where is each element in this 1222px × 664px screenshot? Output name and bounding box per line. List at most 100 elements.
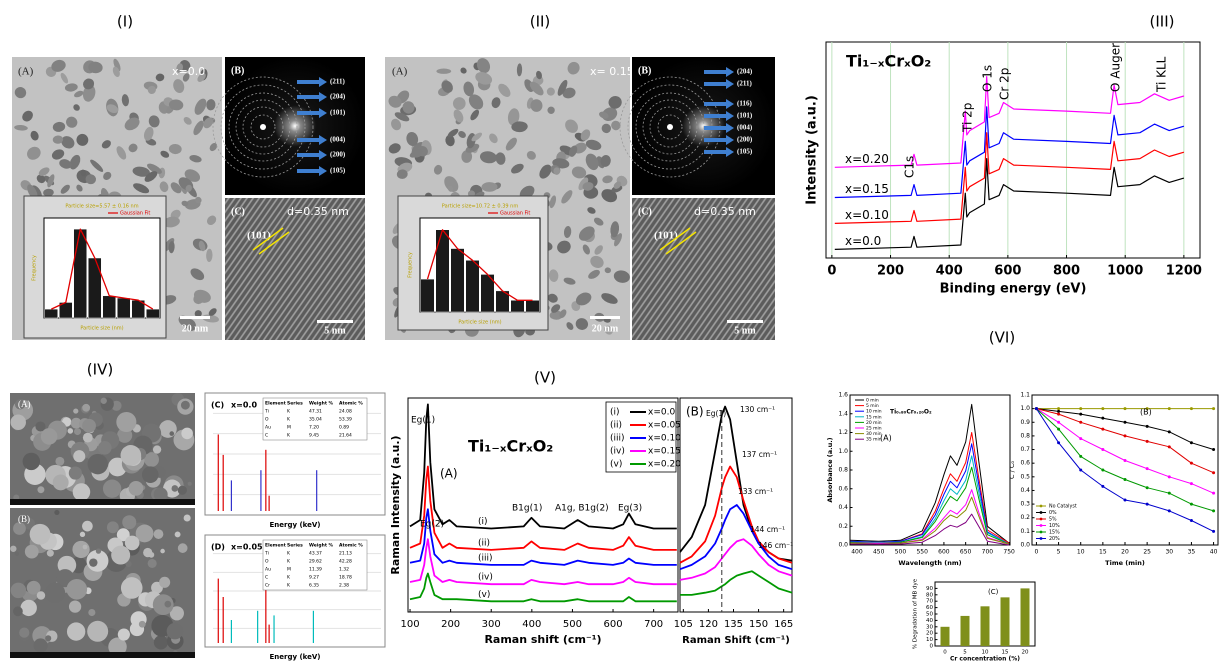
legend-label: x=0.05 [648,421,681,431]
legend-label: 30 min [866,431,882,437]
plot-area [826,42,1200,258]
label: 5 nm [324,325,346,336]
hrtem-image [632,198,775,340]
y-tick-label: 0.8 [838,467,848,474]
y-tick-label: 0 [930,644,934,650]
data-point [1079,437,1082,440]
y-tick-label: 1.1 [1020,392,1030,399]
label: 11.39 [309,567,322,573]
bar [1021,588,1030,646]
label: 43.37 [309,551,322,557]
grain [139,621,146,628]
grain [121,445,142,466]
arrow-shaft [297,138,319,142]
peak-annotation: Ti 2p [961,103,975,133]
bar [526,300,540,312]
x-tick-label: 35 [1188,549,1196,556]
label: Au [265,425,271,431]
panel-label: (A) [440,467,458,481]
bar [436,230,450,312]
arrow-shaft [297,169,319,173]
bar [88,258,101,318]
x-tick-label: 165 [774,619,793,630]
label: (C) [638,206,652,217]
grain [47,550,54,557]
bar [981,606,990,646]
label: O [265,559,269,565]
arrow-shaft [704,150,726,154]
series-label: x=0.20 [845,152,889,166]
grain [178,543,188,553]
label: (204) [330,93,346,101]
x-tick-label: 5 [1057,549,1061,556]
x-tick-label: 200 [877,264,904,279]
page-body: (I) (II) (III) (IV) (V) (VI) (A)x=0.020 … [0,0,1222,664]
bar [451,249,465,312]
legend-label: x=0.15 [648,447,681,457]
data-point [1212,448,1215,451]
data-point [1057,421,1060,424]
label: 21.64 [339,433,352,439]
grain [122,515,136,529]
data-point [1101,469,1104,472]
legend-label: 0% [1049,510,1057,516]
y-tick-label: 0.1 [1020,528,1030,535]
label: Ti [264,409,269,415]
legend-label: 10 min [866,409,882,415]
legend-marker [1040,537,1043,540]
particle [436,69,451,74]
x-tick-label: 120 [699,619,718,630]
y-tick-label: 0.6 [1020,460,1030,467]
data-point [1101,485,1104,488]
grain [103,480,121,498]
x-tick-label: 500 [563,619,582,630]
x-tick-label: 20 [1022,650,1029,656]
hrtem-image [225,198,365,340]
label: d=0.35 nm [287,205,349,218]
label: (105) [330,167,346,175]
legend-label: No Catalyst [1049,504,1077,510]
bar [961,616,970,646]
x-tick-label: 400 [851,549,863,556]
label: (A) [18,399,31,409]
data-point [1212,471,1215,474]
grain [169,431,174,436]
inset-annotation: Particle size=5.57 ± 0.16 nm [65,204,138,210]
legend-label: Gaussian Fit [500,211,530,217]
x-tick-label: 40 [1210,549,1218,556]
arrow-shaft [704,70,726,74]
x-tick-label: 400 [936,264,963,279]
data-point [1124,434,1127,437]
x-axis-label: Raman shift (cm⁻¹) [484,633,601,646]
data-point [1057,410,1060,413]
y-tick-label: 0.0 [838,542,848,549]
label: C [265,433,268,439]
label: Atomic % [339,543,363,549]
x-tick-label: 0 [943,650,947,656]
series-tag: (i) [478,517,488,527]
data-point [1057,428,1060,431]
data-point [1146,425,1149,428]
grain [148,559,157,568]
x-tick-label: 600 [994,264,1021,279]
label: 18.78 [339,575,352,581]
arrow-shaft [297,153,319,157]
grain [41,428,58,445]
saed-pattern [632,57,775,195]
grain [11,583,26,598]
grain [154,635,168,649]
label: (105) [737,148,753,156]
series-tag: (iii) [478,553,493,563]
grain [72,541,89,558]
grain [82,419,96,433]
label: (A) [392,66,408,78]
label: 7.20 [309,425,319,431]
y-tick-label: 0.2 [838,523,848,530]
grain [121,577,143,599]
label: Weight % [309,543,334,549]
label: (C) [231,206,245,217]
label: (116) [737,100,752,108]
grain [160,549,165,554]
label: (C) [211,401,224,410]
data-point [1101,407,1104,410]
